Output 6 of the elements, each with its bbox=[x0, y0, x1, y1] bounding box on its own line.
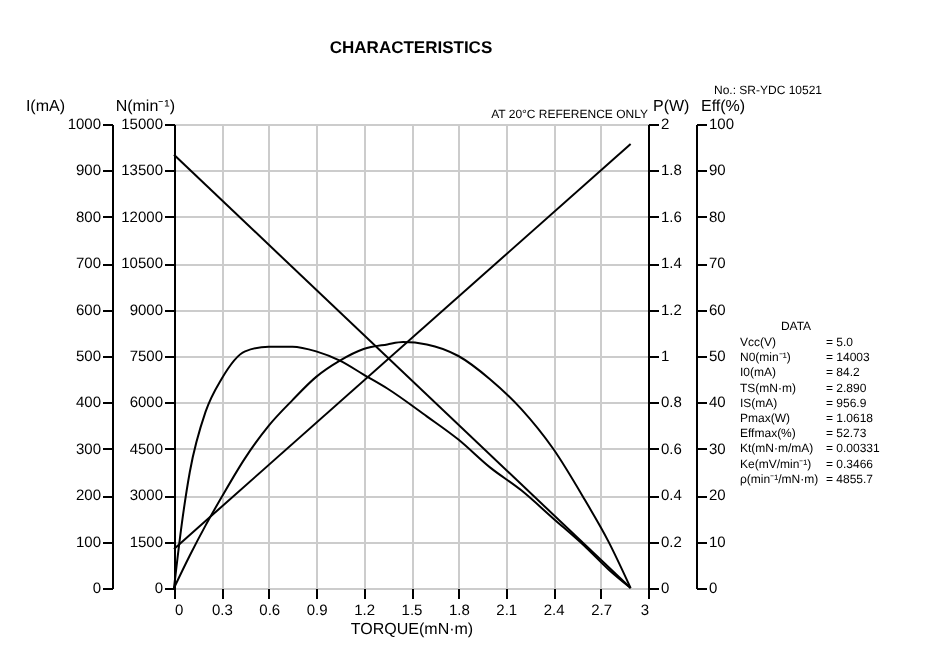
y-axis-title: N(min⁻¹) bbox=[115, 97, 176, 115]
y-axis-title: I(mA) bbox=[25, 97, 66, 115]
x-axis-title: TORQUE(mN·m) bbox=[350, 620, 474, 638]
y2-axis-title: P(W) bbox=[653, 97, 691, 115]
chart-title: CHARACTERISTICS bbox=[329, 37, 493, 57]
y2-axis-title: Eff(%) bbox=[701, 97, 746, 115]
